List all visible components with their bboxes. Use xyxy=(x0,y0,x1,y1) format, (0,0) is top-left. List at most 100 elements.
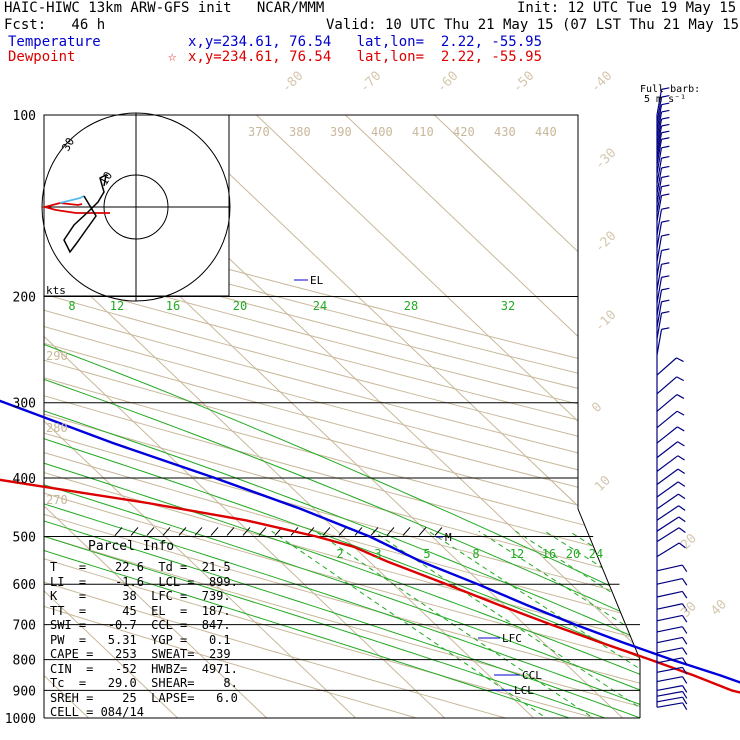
wind-barb-flag xyxy=(678,542,686,549)
theta-label: 430 xyxy=(494,125,516,139)
wind-barb-flag xyxy=(661,130,670,134)
wind-barb-flag xyxy=(661,116,670,120)
wind-barb-flag xyxy=(661,233,670,237)
isotherm-line xyxy=(44,115,192,718)
temperature-legend: Temperature xyxy=(8,34,101,50)
wind-barb xyxy=(656,426,678,444)
mixing-ratio-line xyxy=(271,530,566,718)
wind-barb xyxy=(656,505,679,521)
wind-barb-flag xyxy=(661,207,670,210)
dry-adiabat-line xyxy=(44,115,640,718)
moist-adiabat-line xyxy=(44,220,640,718)
pressure-label: 400 xyxy=(13,472,36,487)
dry-adiabat-line xyxy=(44,115,552,718)
wind-barbs xyxy=(656,87,688,710)
wind-barb xyxy=(656,209,663,235)
wind-barb-flag xyxy=(682,676,688,684)
mixing-ratio-line xyxy=(428,530,640,718)
wind-barb xyxy=(656,289,663,316)
parcel-info-row: K = 38 LFC = 739. xyxy=(50,589,231,603)
wind-barb xyxy=(656,186,663,213)
dewpoint-legend: Dewpoint xyxy=(8,49,76,65)
moist-adiabat-line xyxy=(44,220,640,718)
hatch-mark xyxy=(194,527,203,536)
dry-adiabat-line xyxy=(44,115,640,718)
parcel-info-row: PW = 5.31 YGP = 0.1 xyxy=(50,632,231,647)
moist-adiabat-label: 20 xyxy=(233,299,247,313)
dry-adiabat-line xyxy=(44,115,640,718)
moist-adiabat-label: 12 xyxy=(110,299,124,313)
wind-barb-flag xyxy=(682,685,688,693)
dry-adiabat-line xyxy=(44,115,640,718)
mixing-ratio-line xyxy=(315,530,613,718)
wind-barb-flag xyxy=(677,441,685,447)
mixing-ratio-label: 2 xyxy=(336,547,343,561)
isotherm-label: 40 xyxy=(708,597,730,619)
pressure-label: 800 xyxy=(13,654,36,669)
theta-label: 390 xyxy=(330,125,352,139)
init-time: Init: 12 UTC Tue 19 May 15 xyxy=(517,0,737,16)
wind-barb-flag xyxy=(677,481,686,487)
dry-adiabat-line xyxy=(44,115,640,718)
dry-adiabat-line xyxy=(44,115,640,718)
isotherm-line xyxy=(44,115,370,718)
moist-adiabat-line xyxy=(44,220,640,718)
wind-barb xyxy=(656,578,683,585)
wind-barb xyxy=(656,647,683,654)
wind-barb-flag xyxy=(661,145,670,149)
wind-barb-flag xyxy=(661,184,670,188)
dry-adiabat-line xyxy=(44,115,462,718)
wind-barb-flag xyxy=(661,262,670,265)
wind-barb-flag xyxy=(661,94,670,98)
dry-adiabat-line xyxy=(44,115,640,718)
wind-barb-flag xyxy=(661,137,670,140)
wind-barb xyxy=(656,147,663,174)
isotherm-label: -40 xyxy=(588,69,615,96)
parcel-info-row: CAPE = 253 SWEAT= 239 xyxy=(50,647,231,661)
isotherm-line xyxy=(138,115,640,718)
mixing-ratio-line xyxy=(515,530,640,718)
pressure-label: 300 xyxy=(13,397,36,412)
wind-barb xyxy=(656,685,683,691)
valid-time: Valid: 10 UTC Thu 21 May 15 (07 LST Thu … xyxy=(326,17,740,33)
hatch-mark xyxy=(146,527,155,536)
theta-label: 270 xyxy=(46,493,68,507)
wind-barb xyxy=(656,277,663,304)
hodograph-trace-mid xyxy=(59,195,85,204)
wind-barb-flag xyxy=(678,493,686,500)
wind-barb-flag xyxy=(661,175,670,179)
wind-barb xyxy=(656,702,683,708)
wind-barb xyxy=(656,167,663,194)
level-label: EL xyxy=(310,274,324,287)
wind-barb-flag xyxy=(676,394,685,399)
wind-barb xyxy=(656,329,663,356)
wind-barb-flag xyxy=(661,287,670,291)
barb-legend-title: Full barb: xyxy=(640,84,701,95)
wind-barb xyxy=(656,481,679,498)
wind-barb-flag xyxy=(661,327,670,330)
isotherm-line xyxy=(316,115,640,718)
wind-barb-flag xyxy=(661,219,670,223)
wind-barb-flag xyxy=(661,102,670,106)
wind-barb xyxy=(656,410,678,429)
wind-barb xyxy=(656,104,663,131)
isotherm-label: -20 xyxy=(592,229,619,256)
moist-adiabat-line xyxy=(44,220,570,718)
parcel-info-row: Tc = 29.0 SHEAR= 8. xyxy=(50,676,238,690)
parcel-info-row: LI = -1.6 LCL = 899. xyxy=(50,574,238,589)
dry-adiabat-line xyxy=(44,115,640,718)
isotherm-label: 20 xyxy=(678,531,700,553)
hatch-mark xyxy=(130,527,139,536)
hatch-mark xyxy=(210,527,219,536)
parcel-info-row: CELL = 084/14 xyxy=(50,705,144,719)
level-label: LCL xyxy=(514,684,534,697)
parcel-info-title: Parcel Info xyxy=(88,539,175,554)
wind-barb xyxy=(656,696,683,703)
wind-barb xyxy=(656,111,663,138)
pressure-label: 200 xyxy=(13,291,36,306)
hatch-mark xyxy=(418,527,427,536)
hatch-mark xyxy=(434,527,443,536)
wind-barb-flag xyxy=(678,505,686,511)
parcel-info-row: T = 22.6 Td = 21.5 xyxy=(50,560,231,574)
isotherm-line xyxy=(44,115,281,718)
